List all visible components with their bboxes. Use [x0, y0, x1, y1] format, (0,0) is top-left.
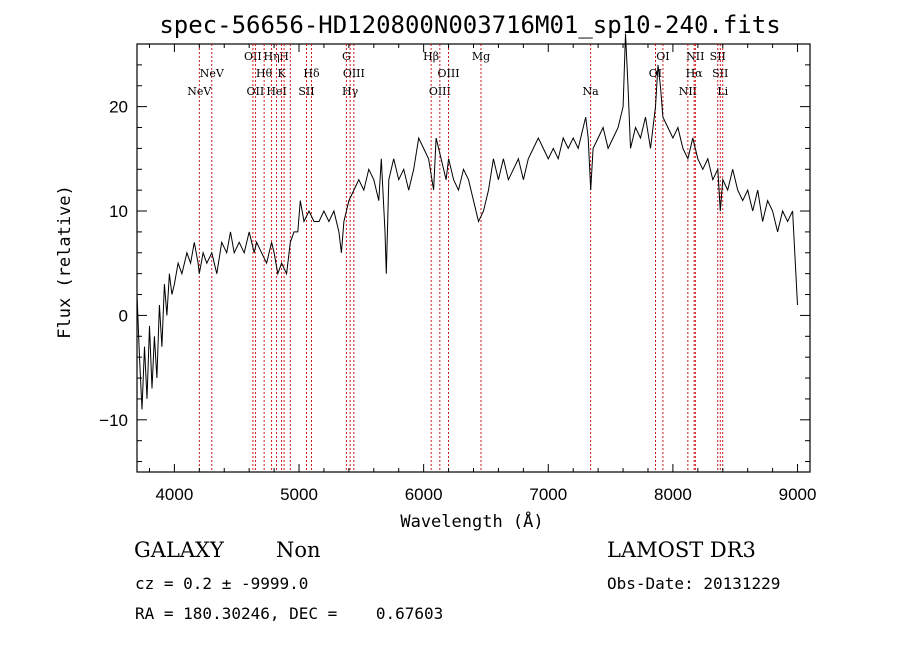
- obs-date: Obs-Date: 20131229: [607, 574, 781, 593]
- x-axis: 4000 5000 6000 7000 8000 9000: [148, 44, 817, 504]
- marker-label: Hα: [686, 67, 704, 80]
- y-tick-label: −10: [99, 411, 128, 430]
- marker-label: Na: [583, 85, 600, 98]
- marker-label: OI: [656, 50, 669, 63]
- marker-label: Hγ: [342, 85, 359, 98]
- spectrum-series: [136, 33, 798, 410]
- chart-title: spec-56656-HD120800N003716M01_sp10-240.f…: [159, 11, 780, 39]
- marker-label: NII: [686, 50, 704, 63]
- marker-label: Hδ: [303, 67, 320, 80]
- x-tick-label: 9000: [779, 485, 817, 504]
- marker-label: NII: [679, 85, 697, 98]
- marker-label: Hη: [264, 50, 280, 63]
- x-tick-label: 6000: [405, 485, 443, 504]
- y-tick-label: 20: [109, 98, 128, 117]
- y-tick-label: 0: [119, 306, 128, 325]
- marker-label: OIII: [343, 67, 365, 80]
- subclass-label: Non: [276, 538, 321, 562]
- plot-frame: [136, 43, 811, 473]
- x-tick-label: 8000: [654, 485, 692, 504]
- y-axis: −10 0 10 20: [99, 43, 810, 463]
- x-tick-label: 7000: [529, 485, 567, 504]
- x-axis-label: Wavelength (Å): [400, 510, 543, 532]
- marker-label: NeV: [187, 85, 212, 98]
- marker-label: Li: [717, 85, 728, 98]
- x-tick-label: 4000: [155, 485, 193, 504]
- marker-label: OIII: [438, 67, 460, 80]
- marker-label: OII: [244, 50, 262, 63]
- marker-label: OII: [247, 85, 265, 98]
- line-markers: NeVNeVOIIOIIHθHηHeIHKSIIHδGHγOIIIHβOIIIO…: [187, 44, 729, 472]
- marker-label: Hβ: [423, 50, 439, 63]
- plot-area: [136, 43, 811, 473]
- marker-label: SII: [298, 85, 314, 98]
- marker-label: NeV: [200, 67, 225, 80]
- cz-value: cz = 0.2 ± -9999.0: [135, 574, 309, 593]
- marker-label: Mg: [472, 50, 490, 63]
- marker-label: OIII: [429, 85, 451, 98]
- y-tick-label: 10: [109, 202, 128, 221]
- spectrum-line: [136, 33, 798, 410]
- marker-label: H: [279, 50, 289, 63]
- class-label: GALAXY: [134, 538, 224, 562]
- marker-label: SII: [710, 50, 726, 63]
- marker-label: OI: [649, 67, 662, 80]
- y-axis-label: Flux (relative): [55, 185, 75, 339]
- marker-label: G: [342, 50, 351, 63]
- x-tick-label: 5000: [280, 485, 318, 504]
- marker-label: Hθ: [256, 67, 273, 80]
- marker-label: K: [277, 67, 286, 80]
- marker-label: SII: [712, 67, 728, 80]
- survey-label: LAMOST DR3: [607, 538, 756, 562]
- ra-dec-value: RA = 180.30246, DEC = 0.67603: [135, 604, 444, 623]
